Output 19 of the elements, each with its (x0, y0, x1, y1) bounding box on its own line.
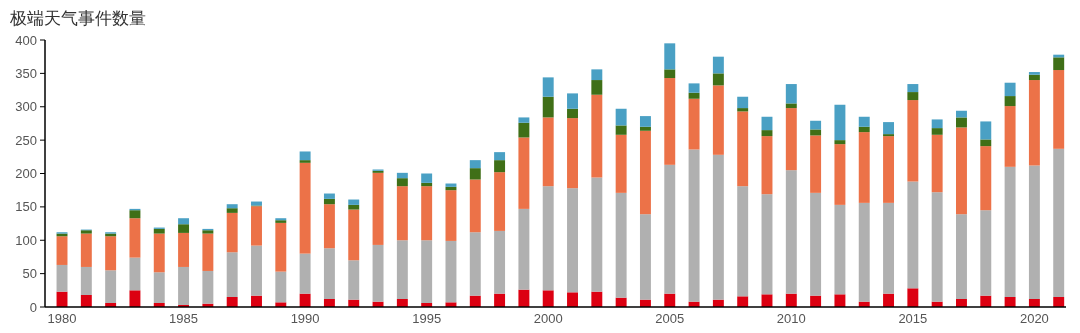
x-tick-label: 1985 (169, 311, 199, 326)
y-tick-label: 250 (15, 132, 37, 148)
y-tick-label: 300 (15, 99, 37, 115)
x-tick-label: 2005 (655, 311, 685, 326)
x-tick-label: 1990 (290, 311, 320, 326)
chart-title: 极端天气事件数量 (9, 9, 146, 28)
y-tick-label: 200 (15, 166, 37, 182)
x-tick-label: 1995 (412, 311, 442, 326)
y-tick-label: 50 (22, 266, 37, 282)
y-tick-label: 350 (15, 65, 37, 81)
y-tick-label: 100 (15, 232, 37, 248)
y-tick-label: 400 (15, 32, 37, 48)
x-tick-label: 1980 (47, 311, 77, 326)
x-tick-label: 2015 (898, 311, 928, 326)
x-tick-label: 2010 (776, 311, 806, 326)
x-tick-label: 2020 (1019, 311, 1049, 326)
y-tick-label: 0 (29, 299, 37, 315)
x-tick-label: 2000 (533, 311, 563, 326)
y-tick-label: 150 (15, 199, 37, 215)
